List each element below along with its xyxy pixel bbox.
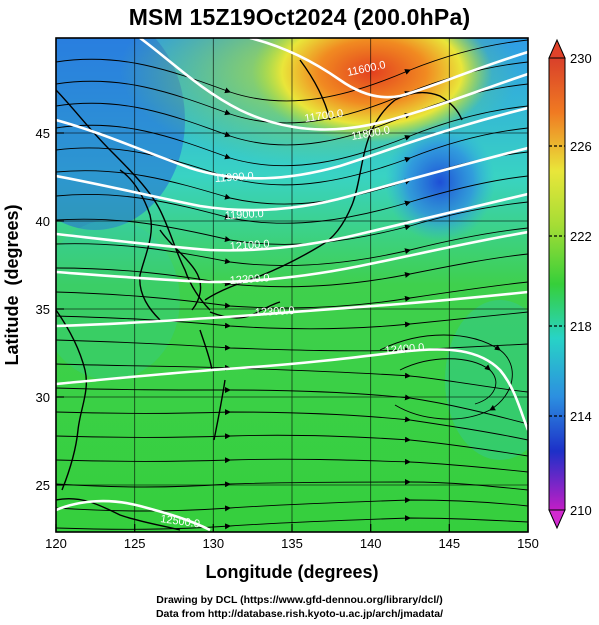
contour-label: 12200.0 <box>229 272 270 287</box>
y-tick-labels: 25 30 35 40 45 <box>36 126 50 493</box>
x-tick-label: 145 <box>438 536 460 551</box>
map-title: MSM 15Z19Oct2024 (200.0hPa) <box>128 4 471 30</box>
height-contours <box>56 38 528 532</box>
x-tick-label: 135 <box>281 536 303 551</box>
x-tick-label: 140 <box>360 536 382 551</box>
colorbar-label: 214 <box>570 409 592 424</box>
x-tick-label: 130 <box>202 536 224 551</box>
x-tick-label: 150 <box>517 536 539 551</box>
y-tick-label: 25 <box>36 478 50 493</box>
colorbar-label: 210 <box>570 503 592 518</box>
y-axis-ticks <box>56 132 64 486</box>
y-tick-label: 30 <box>36 390 50 405</box>
x-axis-ticks <box>55 524 529 532</box>
contour-label: 12100.0 <box>229 238 270 253</box>
colorbar-gradient <box>548 57 566 511</box>
cool-region-southeast <box>445 300 528 460</box>
contour-labels: 11600.0 11700.0 11800.0 11900.0 11900.0 … <box>160 59 425 530</box>
y-tick-label: 40 <box>36 214 50 229</box>
contour-label: 12500.0 <box>160 513 201 530</box>
colorbar-bottom-extend <box>548 509 566 530</box>
cool-region-southwest <box>56 220 180 380</box>
colorbar-top-extend <box>548 38 566 59</box>
colorbar: 230 226 222 218 214 210 <box>548 38 592 530</box>
contour-label: 11900.0 <box>225 208 265 222</box>
x-axis-label: Longitude (degrees) <box>205 562 378 582</box>
contour-label: 12400.0 <box>384 342 425 357</box>
contour-label: 12300.0 <box>255 305 295 319</box>
contour-label: 11900.0 <box>214 170 254 185</box>
x-tick-label: 125 <box>124 536 146 551</box>
colorbar-labels: 230 226 222 218 214 210 <box>570 51 592 518</box>
y-tick-label: 45 <box>36 126 50 141</box>
y-axis-label: Latitude (degrees) <box>2 204 22 365</box>
colorbar-label: 230 <box>570 51 592 66</box>
x-tick-labels: 120 125 130 135 140 145 150 <box>45 536 539 551</box>
colorbar-label: 226 <box>570 139 592 154</box>
colorbar-dashes <box>549 145 565 417</box>
cool-spot-east <box>385 122 495 242</box>
credit-data: Data from http://database.rish.kyoto-u.a… <box>155 608 444 620</box>
credit-drawing: Drawing by DCL (https://www.gfd-dennou.o… <box>156 594 443 606</box>
x-tick-label: 120 <box>45 536 67 551</box>
y-tick-label: 35 <box>36 302 50 317</box>
colorbar-label: 222 <box>570 229 592 244</box>
contour-label: 11700.0 <box>304 108 344 125</box>
map-panel: 11600.0 11700.0 11800.0 11900.0 11900.0 … <box>56 38 528 532</box>
colorbar-label: 218 <box>570 319 592 334</box>
